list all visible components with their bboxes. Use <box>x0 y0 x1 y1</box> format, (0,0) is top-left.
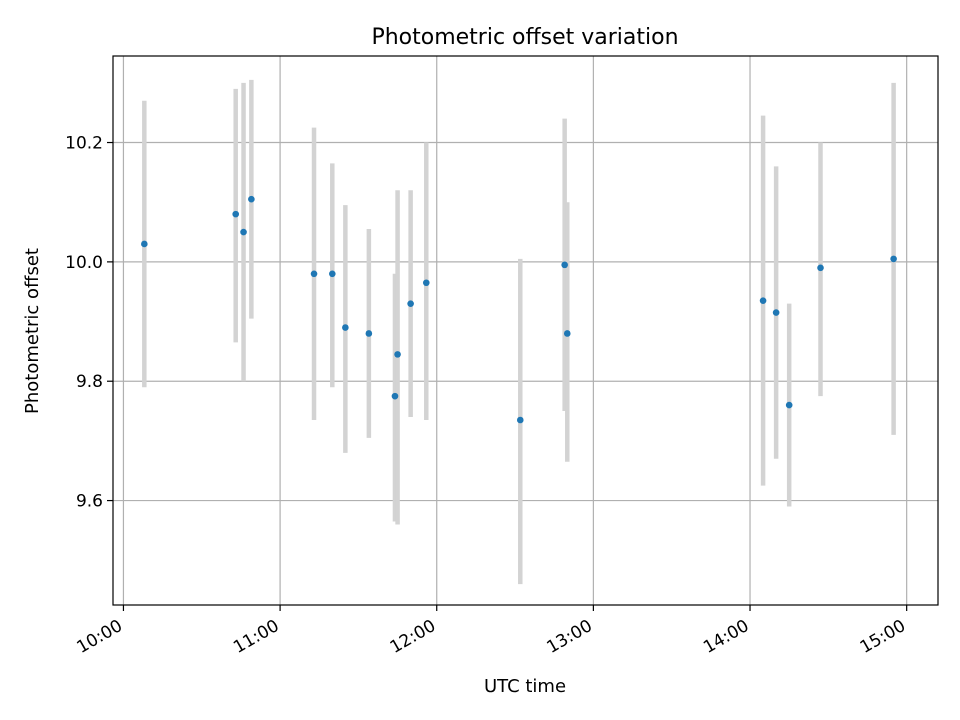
data-point <box>232 210 240 218</box>
data-point <box>391 392 399 400</box>
data-point <box>329 270 336 278</box>
data-point <box>759 297 767 304</box>
data-point <box>563 330 571 337</box>
data-point <box>141 240 148 248</box>
data-point <box>890 255 897 263</box>
data-point <box>342 324 349 331</box>
data-point <box>248 195 255 203</box>
data-point <box>422 279 430 287</box>
data-point <box>817 264 824 272</box>
data-point <box>516 416 524 424</box>
y-tick-label: 9.6 <box>76 492 103 512</box>
y-axis-label: Photometric offset <box>22 248 43 414</box>
y-tick-label: 10.0 <box>65 253 103 273</box>
data-point <box>240 228 247 236</box>
y-tick-label: 10.2 <box>65 134 103 154</box>
data-point <box>407 300 414 307</box>
data-point <box>394 351 401 358</box>
data-point <box>772 309 780 316</box>
y-axis-ticks: 9.6 9.8 10.0 10.2 <box>65 134 113 512</box>
y-tick-label: 9.8 <box>76 372 103 392</box>
plot-area-frame <box>112 55 939 606</box>
x-axis-label: UTC time <box>484 676 566 697</box>
data-points <box>141 195 897 424</box>
chart-title: Photometric offset variation <box>371 25 678 50</box>
data-point <box>365 330 373 337</box>
data-point <box>310 270 318 278</box>
data-point <box>785 401 793 409</box>
data-point <box>561 261 568 269</box>
